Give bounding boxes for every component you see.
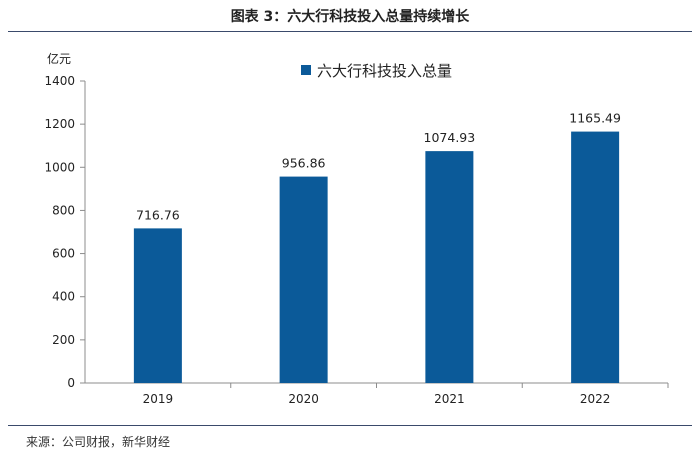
y-tick-label: 1200 xyxy=(44,117,75,131)
bar-layer xyxy=(133,131,620,383)
y-tick-label: 0 xyxy=(67,376,75,390)
x-tick-label: 2021 xyxy=(434,392,465,406)
data-label-2022: 1165.49 xyxy=(569,111,621,126)
bar-2020 xyxy=(279,176,328,383)
data-label-2019: 716.76 xyxy=(136,207,180,222)
x-tick-label: 2022 xyxy=(580,392,611,406)
y-tick-label: 400 xyxy=(52,290,75,304)
figure-title: 图表 3：六大行科技投入总量持续增长 xyxy=(230,9,470,25)
y-tick-label: 1400 xyxy=(44,74,75,88)
data-label-layer: 716.76 956.86 1074.93 1165.49 xyxy=(136,111,621,223)
x-tick-label: 2019 xyxy=(143,392,174,406)
source-note: 来源：公司财报，新华财经 xyxy=(26,435,171,449)
y-tick-label: 1000 xyxy=(44,160,75,174)
bar-2021 xyxy=(425,151,474,383)
x-tick-label: 2020 xyxy=(288,392,319,406)
y-axis-unit: 亿元 xyxy=(47,51,71,66)
bottom-divider xyxy=(8,425,692,426)
data-label-2021: 1074.93 xyxy=(424,130,476,145)
y-tick-label: 800 xyxy=(52,203,75,217)
top-divider xyxy=(8,31,692,32)
data-label-2020: 956.86 xyxy=(282,156,326,171)
bar-2019 xyxy=(133,228,182,383)
legend: 六大行科技投入总量 xyxy=(301,62,452,80)
legend-label: 六大行科技投入总量 xyxy=(317,62,452,80)
y-tick-label: 200 xyxy=(52,333,75,347)
bar-2022 xyxy=(571,131,620,383)
axis-layer: 0 200 400 600 800 1000 1200 1400 2019 2020 2021 202… xyxy=(44,74,669,406)
y-tick-label: 600 xyxy=(52,247,75,261)
legend-swatch xyxy=(301,65,311,75)
